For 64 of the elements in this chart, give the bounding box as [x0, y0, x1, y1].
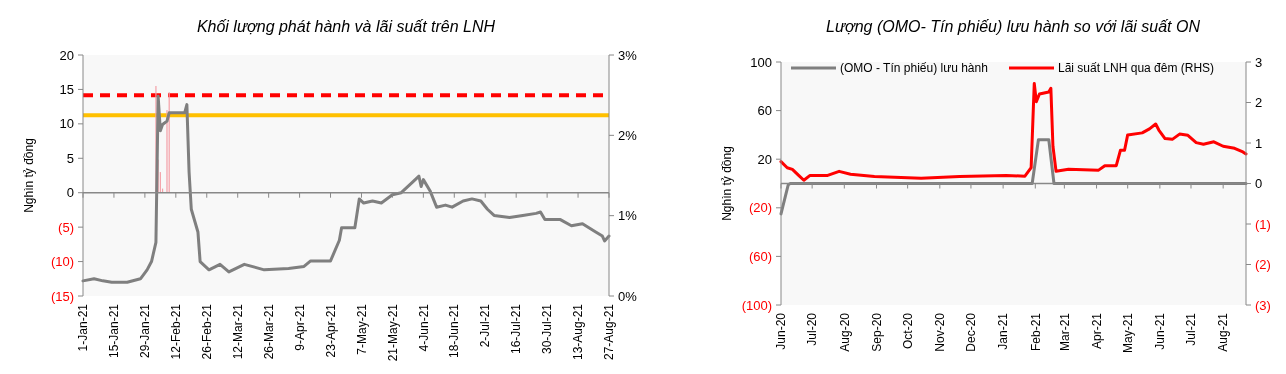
x-tick-label: 7-May-21 — [354, 303, 369, 355]
x-tick-label: 1-Jan-21 — [76, 303, 91, 352]
y-tick-label: 15 — [59, 81, 74, 97]
y2-tick-label: 2 — [1255, 95, 1263, 111]
y-tick-label: 10 — [59, 116, 74, 132]
x-tick-label: Jul-20 — [805, 312, 820, 346]
x-tick-label: 26-Mar-21 — [261, 303, 276, 360]
y-tick-label: 20 — [757, 151, 772, 167]
x-tick-label: 2-Jul-21 — [478, 303, 493, 348]
x-tick-label: 23-Apr-21 — [323, 303, 338, 358]
x-tick-label: Mar-21 — [1057, 312, 1072, 352]
y2-tick-label: (2) — [1255, 257, 1271, 273]
x-tick-label: 21-May-21 — [385, 303, 400, 362]
x-tick-label: Aug-21 — [1216, 312, 1231, 352]
x-tick-label: Apr-21 — [1089, 312, 1104, 350]
y-tick-label: (60) — [748, 248, 772, 264]
x-tick-label: 4-Jun-21 — [416, 303, 431, 352]
y2-tick-label: (3) — [1255, 297, 1271, 313]
x-tick-label: 16-Jul-21 — [509, 303, 524, 355]
x-tick-label: 26-Feb-21 — [199, 303, 214, 360]
x-tick-label: 12-Mar-21 — [230, 303, 245, 360]
y2-tick-label: 0 — [1255, 176, 1263, 192]
x-tick-label: Dec-20 — [964, 312, 979, 352]
y-axis-title: Nghìn tỷ đồng — [720, 146, 734, 221]
y-tick-label: (100) — [741, 297, 772, 313]
y-tick-label: (20) — [748, 200, 772, 216]
x-tick-label: Aug-20 — [837, 312, 852, 352]
legend-label: (OMO - Tín phiếu) lưu hành — [840, 61, 988, 76]
x-tick-label: Jul-21 — [1184, 312, 1199, 346]
y2-tick-label: 0% — [618, 288, 638, 304]
chart-title: Lượng (OMO- Tín phiếu) lưu hành so với lãi suất ON — [826, 18, 1201, 35]
y-tick-label: 100 — [750, 54, 772, 70]
y-tick-label: 60 — [757, 103, 772, 119]
y2-tick-label: 1 — [1255, 135, 1263, 151]
y2-tick-label: 2% — [618, 127, 638, 143]
x-tick-label: Jan-21 — [996, 312, 1011, 350]
y2-tick-label: 1% — [618, 208, 638, 224]
x-tick-label: Jun-20 — [774, 312, 789, 350]
x-tick-label: 12-Feb-21 — [169, 303, 184, 360]
y-tick-label: (15) — [50, 288, 74, 304]
x-tick-label: 15-Jan-21 — [107, 303, 122, 359]
x-tick-label: 13-Aug-21 — [571, 303, 586, 361]
x-tick-label: Feb-21 — [1028, 312, 1043, 352]
y-tick-label: (10) — [50, 254, 74, 270]
x-tick-label: Jun-21 — [1153, 312, 1168, 350]
y-tick-label: 0 — [66, 185, 74, 201]
y2-tick-label: 3% — [618, 47, 638, 63]
x-tick-label: 29-Jan-21 — [138, 303, 153, 359]
y-axis-title: Nghìn tỷ đồng — [22, 138, 36, 213]
legend-label: Lãi suất LNH qua đêm (RHS) — [1058, 61, 1215, 76]
x-tick-label: 18-Jun-21 — [447, 303, 462, 359]
x-tick-label: 30-Jul-21 — [540, 303, 555, 355]
chart-title: Khối lượng phát hành và lãi suất trên LNH — [196, 18, 496, 35]
y-tick-label: 5 — [66, 150, 74, 166]
x-tick-label: Nov-20 — [933, 312, 948, 352]
y2-tick-label: (1) — [1255, 216, 1271, 232]
y-tick-label: (5) — [58, 219, 74, 235]
x-tick-label: May-21 — [1120, 312, 1135, 354]
x-tick-label: Oct-20 — [900, 312, 915, 350]
y2-tick-label: 3 — [1255, 54, 1263, 70]
x-tick-label: 27-Aug-21 — [602, 303, 617, 361]
y-tick-label: 20 — [59, 47, 74, 63]
x-tick-label: Sep-20 — [869, 312, 884, 352]
x-tick-label: 9-Apr-21 — [292, 303, 307, 351]
